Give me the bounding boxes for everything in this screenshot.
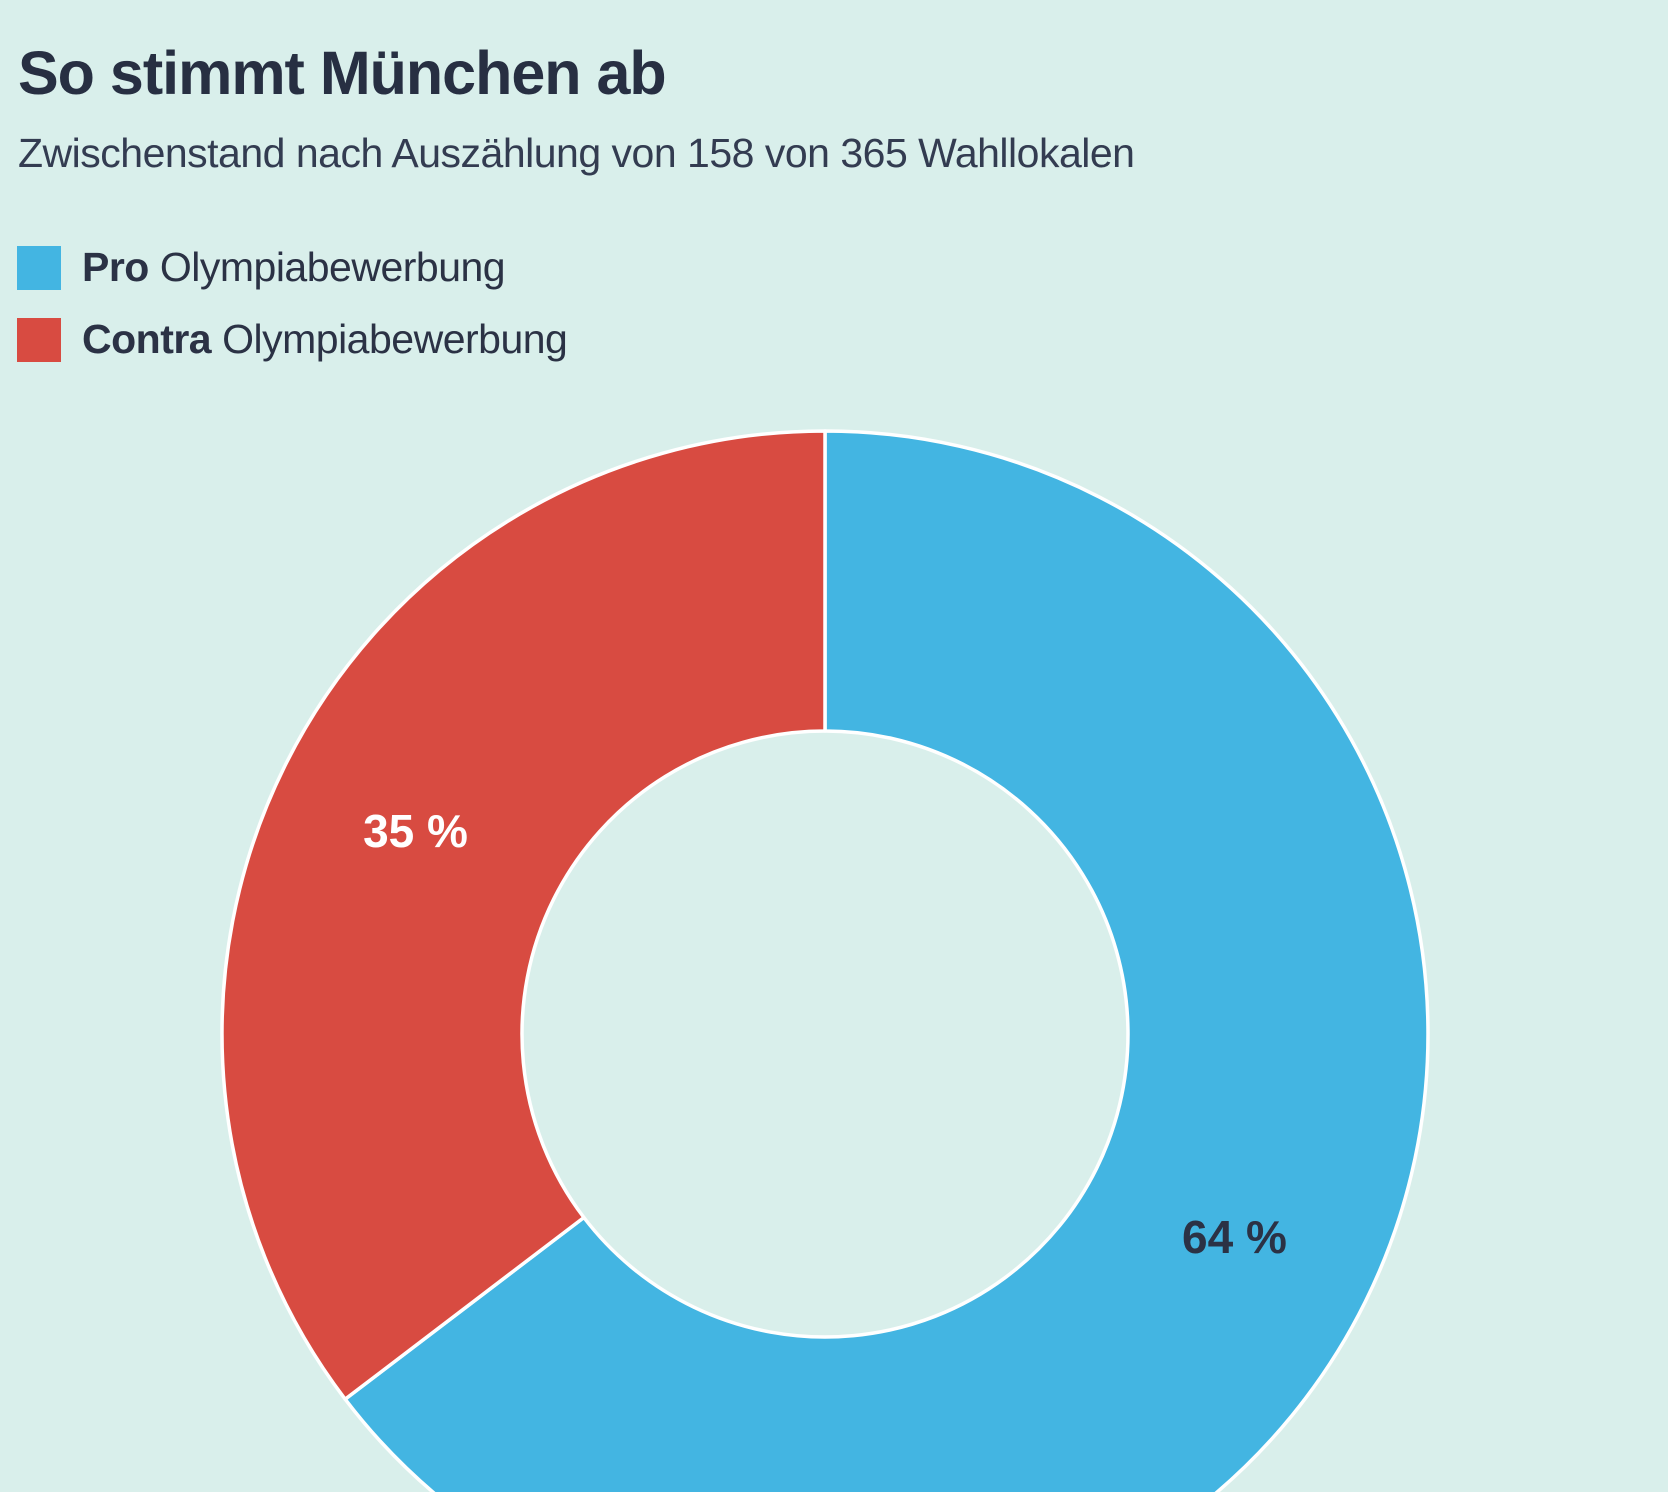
legend-label-pro-bold: Pro <box>82 244 149 290</box>
legend-swatch-contra <box>17 317 61 362</box>
legend-label-pro: Pro Olympiabewerbung <box>82 244 506 291</box>
page-title: So stimmt München ab <box>18 39 667 107</box>
segment-value-label-pro: 64 % <box>1182 1211 1287 1263</box>
pie-segment-pro <box>343 429 1430 1492</box>
segment-value-label-contra: 35 % <box>363 805 468 857</box>
legend-label-pro-rest: Olympiabewerbung <box>159 244 506 290</box>
legend-label-contra-bold: Contra <box>82 316 212 362</box>
legend-swatch-pro <box>17 245 61 290</box>
legend-item-pro: Pro Olympiabewerbung <box>17 244 567 291</box>
chart-legend: Pro Olympiabewerbung Contra Olympiabewer… <box>17 244 568 363</box>
pie-segment-contra <box>220 429 827 1401</box>
legend-label-contra-rest: Olympiabewerbung <box>222 316 568 362</box>
chart-subtitle: Zwischenstand nach Auszählung von 158 vo… <box>18 130 1135 176</box>
legend-item-contra: Contra Olympiabewerbung <box>17 316 568 363</box>
legend-label-contra: Contra Olympiabewerbung <box>82 316 568 363</box>
